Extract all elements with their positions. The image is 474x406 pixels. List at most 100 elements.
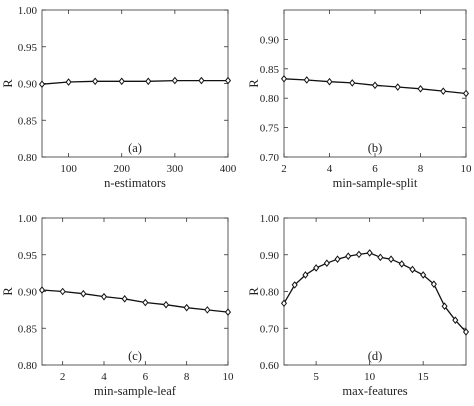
y-tick-label: 0.85 bbox=[18, 323, 38, 335]
y-tick-label: 0.95 bbox=[18, 250, 38, 262]
y-tick-label: 0.80 bbox=[260, 287, 280, 299]
panel-tag: (b) bbox=[368, 141, 383, 155]
y-tick-label: 1.00 bbox=[18, 213, 38, 225]
x-tick-label: 6 bbox=[143, 371, 149, 383]
x-tick-label: 10 bbox=[364, 371, 376, 383]
chart-panel-2: 0.70 0.75 0.80 0.85 0.90 2 4 6 8 10 min-sample-spl… bbox=[247, 9, 473, 190]
data-point-marker bbox=[409, 265, 416, 274]
y-tick-label: 0.85 bbox=[18, 115, 38, 127]
y-tick-label: 0.90 bbox=[18, 79, 38, 91]
x-tick-label: 10 bbox=[461, 163, 473, 175]
data-point-marker bbox=[291, 281, 298, 289]
x-tick-label: 4 bbox=[327, 163, 333, 175]
data-point-marker bbox=[345, 252, 352, 261]
x-tick-label: 2 bbox=[60, 371, 66, 383]
data-point-marker bbox=[224, 308, 232, 316]
chart-panel-1: 0.80 0.85 0.90 0.95 1.00 100 200 300 400 n-estima… bbox=[1, 5, 237, 190]
data-point-marker bbox=[326, 77, 333, 86]
data-point-marker bbox=[59, 287, 66, 296]
x-tick-label: 15 bbox=[418, 371, 430, 383]
data-point-marker bbox=[394, 83, 401, 91]
data-point-marker bbox=[204, 306, 211, 314]
x-tick-label: 8 bbox=[418, 163, 424, 175]
data-point-marker bbox=[280, 299, 288, 308]
y-axis-label: R bbox=[247, 287, 261, 296]
x-axis-label: min-sample-leaf bbox=[94, 384, 177, 398]
data-point-marker bbox=[441, 302, 448, 311]
data-point-marker bbox=[440, 87, 447, 95]
data-point-marker bbox=[142, 298, 149, 307]
y-tick-label: 0.70 bbox=[260, 152, 280, 164]
data-point-marker bbox=[355, 250, 362, 259]
y-tick-label: 0.90 bbox=[260, 34, 280, 46]
x-tick-label: 4 bbox=[101, 371, 107, 383]
data-point-marker bbox=[430, 280, 437, 288]
data-point-marker bbox=[462, 89, 470, 98]
x-tick-label: 5 bbox=[313, 371, 319, 383]
data-point-marker bbox=[183, 303, 190, 312]
data-point-marker bbox=[118, 77, 125, 86]
data-point-marker bbox=[323, 259, 330, 268]
data-point-marker bbox=[303, 76, 310, 84]
y-tick-label: 0.95 bbox=[18, 42, 38, 54]
data-point-marker bbox=[334, 255, 341, 263]
data-point-marker bbox=[371, 81, 379, 90]
data-point-marker bbox=[417, 84, 424, 93]
series-line bbox=[283, 252, 467, 333]
series-line bbox=[41, 79, 228, 85]
panel-tag: (d) bbox=[368, 349, 383, 363]
x-tick-label: 2 bbox=[281, 163, 287, 175]
y-tick-label: 0.80 bbox=[18, 360, 38, 372]
plot-frame bbox=[41, 217, 229, 366]
data-point-marker bbox=[92, 77, 99, 86]
data-point-marker bbox=[302, 271, 309, 279]
data-point-marker bbox=[198, 76, 205, 85]
y-tick-label: 0.90 bbox=[18, 287, 38, 299]
series-line bbox=[41, 289, 229, 313]
x-tick-label: 400 bbox=[220, 163, 237, 175]
y-axis-label: R bbox=[247, 79, 261, 88]
x-axis-label: n-estimators bbox=[104, 176, 166, 190]
y-tick-label: 0.60 bbox=[260, 360, 280, 372]
data-point-marker bbox=[398, 260, 405, 268]
data-point-marker bbox=[349, 79, 356, 87]
x-tick-label: 8 bbox=[184, 371, 190, 383]
y-tick-label: 0.75 bbox=[260, 123, 280, 135]
y-tick-label: 0.85 bbox=[260, 64, 280, 76]
data-point-marker bbox=[388, 255, 395, 263]
data-point-marker bbox=[145, 77, 152, 86]
data-point-marker bbox=[452, 316, 459, 324]
data-point-marker bbox=[420, 271, 427, 279]
x-axis-label: max-features bbox=[342, 384, 407, 398]
data-point-marker bbox=[224, 76, 232, 85]
y-axis-label: R bbox=[1, 287, 15, 296]
data-point-marker bbox=[162, 300, 170, 309]
y-tick-label: 0.80 bbox=[18, 152, 38, 164]
data-point-marker bbox=[462, 328, 470, 336]
data-point-marker bbox=[313, 264, 320, 272]
panel-tag: (c) bbox=[128, 349, 142, 363]
y-tick-label: 0.70 bbox=[260, 323, 280, 335]
y-tick-label: 1.00 bbox=[18, 5, 38, 17]
data-point-marker bbox=[65, 78, 72, 86]
x-tick-label: 10 bbox=[223, 371, 235, 383]
data-point-marker bbox=[171, 76, 178, 85]
panel-tag: (a) bbox=[128, 141, 142, 155]
y-tick-label: 0.80 bbox=[260, 93, 280, 105]
x-tick-label: 200 bbox=[113, 163, 130, 175]
data-point-marker bbox=[377, 253, 384, 262]
data-point-marker bbox=[121, 295, 128, 303]
chart-panel-3: 0.80 0.85 0.90 0.95 1.00 2 4 6 8 10 min-sample-lea… bbox=[1, 213, 234, 398]
data-point-marker bbox=[280, 74, 288, 83]
x-axis-label: min-sample-split bbox=[333, 176, 418, 190]
x-tick-label: 300 bbox=[167, 163, 184, 175]
data-point-marker bbox=[38, 286, 46, 294]
data-point-marker bbox=[366, 249, 373, 257]
plot-frame bbox=[283, 217, 467, 366]
data-point-marker bbox=[100, 292, 108, 301]
x-tick-label: 6 bbox=[372, 163, 378, 175]
y-tick-label: 0.90 bbox=[260, 250, 280, 262]
y-axis-label: R bbox=[1, 79, 15, 88]
chart-panel-4: 0.60 0.70 0.80 0.90 1.00 5 10 15 max-features R (d… bbox=[247, 213, 470, 398]
